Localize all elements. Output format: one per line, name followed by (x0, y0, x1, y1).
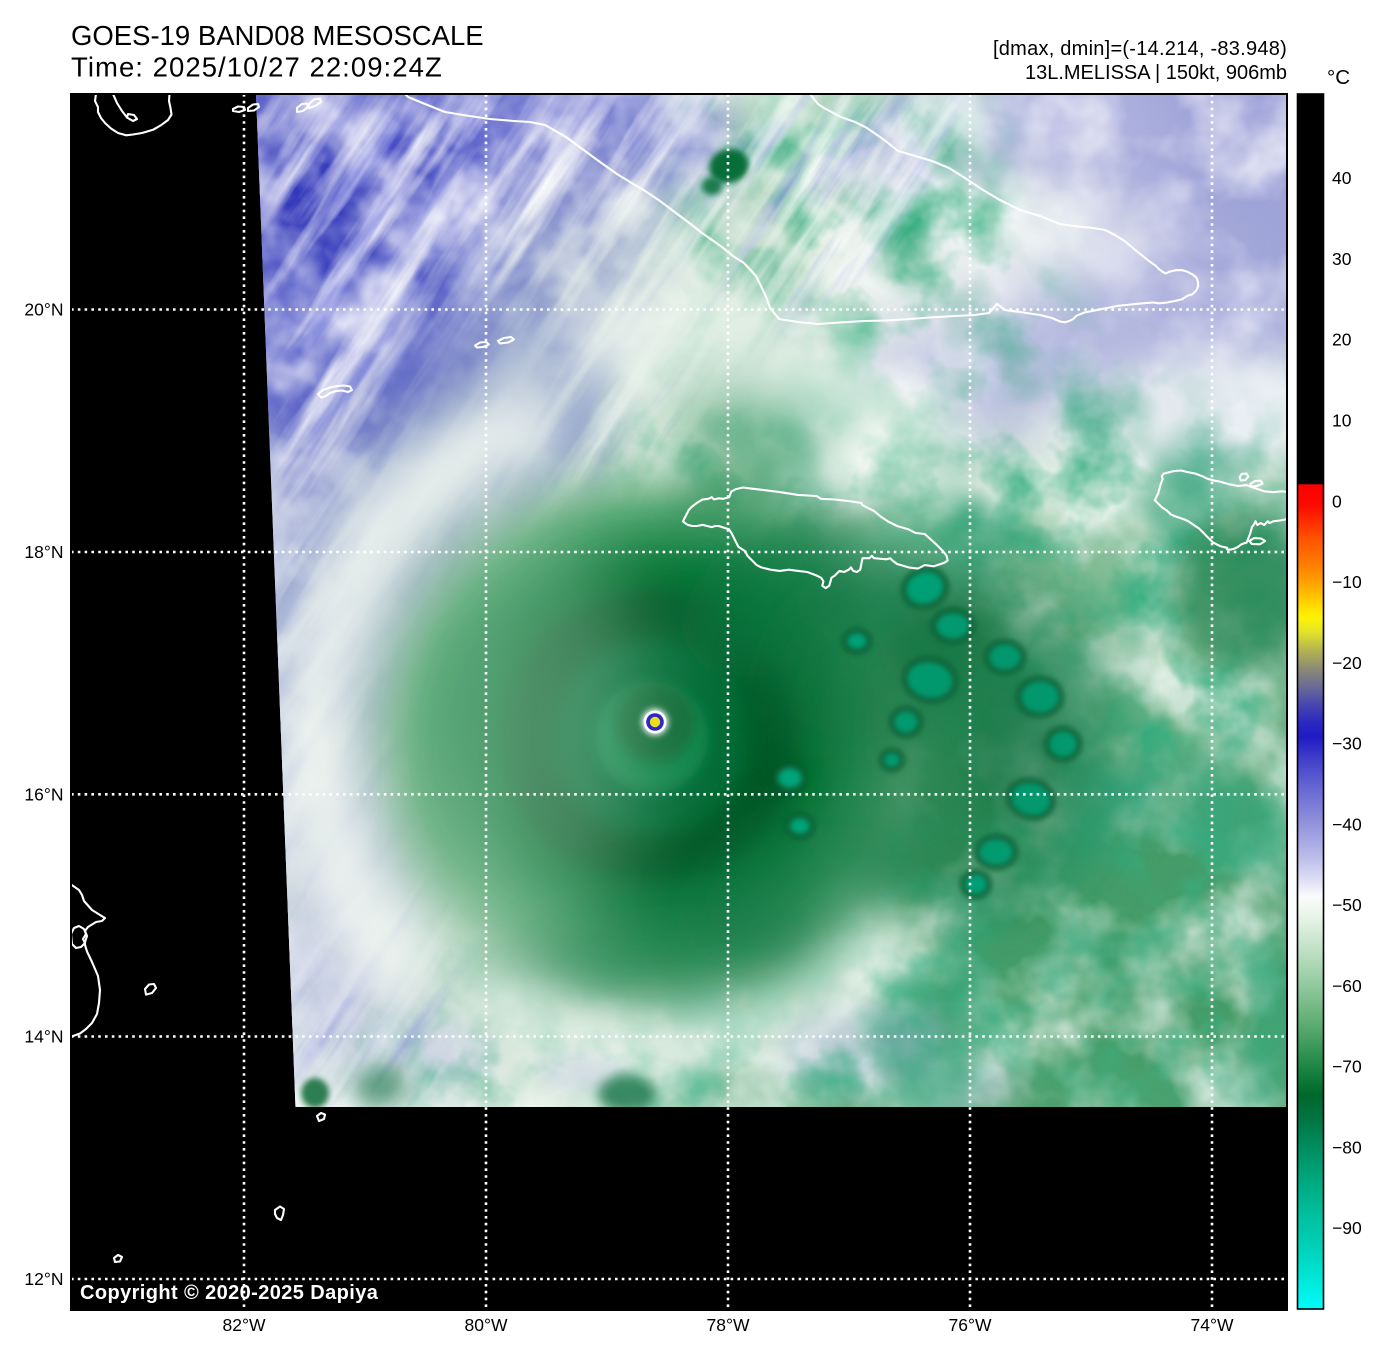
svg-text:−90: −90 (1332, 1218, 1362, 1238)
svg-text:−70: −70 (1332, 1057, 1362, 1077)
svg-text:78°W: 78°W (707, 1315, 750, 1335)
svg-text:30: 30 (1332, 249, 1352, 269)
svg-text:−50: −50 (1332, 895, 1362, 915)
svg-text:18°N: 18°N (24, 542, 63, 562)
svg-text:0: 0 (1332, 491, 1342, 511)
svg-text:74°W: 74°W (1191, 1315, 1234, 1335)
svg-text:40: 40 (1332, 168, 1352, 188)
svg-text:−20: −20 (1332, 653, 1362, 673)
svg-text:12°N: 12°N (24, 1269, 63, 1289)
svg-text:14°N: 14°N (24, 1027, 63, 1047)
svg-text:−60: −60 (1332, 976, 1362, 996)
svg-text:−30: −30 (1332, 734, 1362, 754)
svg-text:Time: 2025/10/27 22:09:24Z: Time: 2025/10/27 22:09:24Z (71, 52, 443, 83)
svg-text:−40: −40 (1332, 814, 1362, 834)
svg-text:80°W: 80°W (465, 1315, 508, 1335)
svg-text:GOES-19 BAND08 MESOSCALE: GOES-19 BAND08 MESOSCALE (71, 20, 484, 51)
svg-text:°C: °C (1327, 66, 1350, 89)
svg-text:16°N: 16°N (24, 785, 63, 805)
svg-text:10: 10 (1332, 411, 1352, 431)
svg-text:[dmax, dmin]=(-14.214, -83.948: [dmax, dmin]=(-14.214, -83.948) (993, 38, 1287, 60)
svg-text:76°W: 76°W (949, 1315, 992, 1335)
svg-text:20°N: 20°N (24, 300, 63, 320)
svg-text:−10: −10 (1332, 572, 1362, 592)
svg-text:20: 20 (1332, 330, 1352, 350)
svg-text:−80: −80 (1332, 1137, 1362, 1157)
svg-text:13L.MELISSA | 150kt, 906mb: 13L.MELISSA | 150kt, 906mb (1025, 62, 1287, 84)
svg-text:Copyright © 2020-2025 Dapiya: Copyright © 2020-2025 Dapiya (80, 1282, 379, 1304)
svg-text:82°W: 82°W (223, 1315, 266, 1335)
